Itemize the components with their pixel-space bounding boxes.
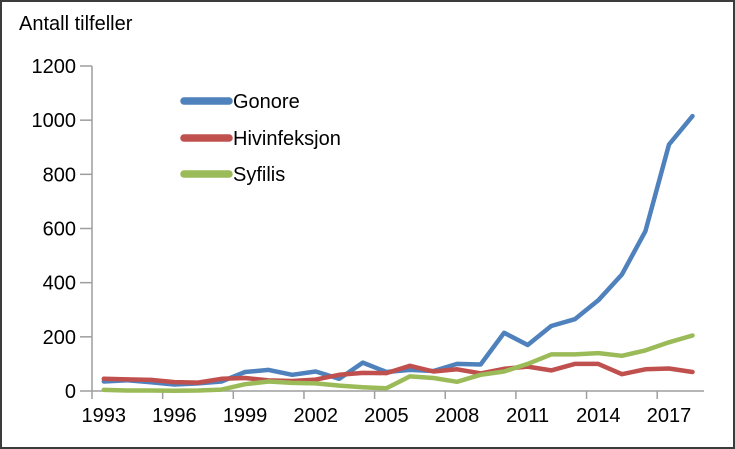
x-axis-tick-label: 2017 (647, 405, 692, 427)
x-axis-tick-label: 2002 (293, 405, 338, 427)
y-axis-tick-label: 200 (43, 327, 76, 349)
legend-label-syfilis: Syfilis (233, 164, 285, 186)
x-axis-tick-label: 1996 (152, 405, 197, 427)
x-axis-tick-label: 1993 (82, 405, 127, 427)
chart-title: Antall tilfeller (19, 13, 133, 35)
y-axis-tick-label: 800 (43, 164, 76, 186)
legend-label-gonore: Gonore (233, 91, 300, 113)
x-axis-tick-label: 2011 (506, 405, 549, 427)
y-axis-tick-label: 1000 (32, 110, 77, 132)
y-axis-tick-label: 1200 (32, 56, 77, 78)
x-axis-tick-label: 2005 (364, 405, 409, 427)
x-axis-tick-label: 2014 (576, 405, 621, 427)
x-axis-tick-label: 1999 (223, 405, 268, 427)
y-axis-tick-label: 400 (43, 273, 76, 295)
y-axis-tick-label: 600 (43, 219, 76, 241)
series-line-hivinfeksjon (101, 361, 695, 385)
y-axis-tick-label: 0 (65, 381, 76, 403)
series-line-gonore (101, 113, 695, 387)
x-axis-tick-label: 2008 (435, 405, 480, 427)
series-line-syfilis (101, 333, 695, 393)
legend-label-hivinfeksjon: Hivinfeksjon (233, 128, 341, 150)
